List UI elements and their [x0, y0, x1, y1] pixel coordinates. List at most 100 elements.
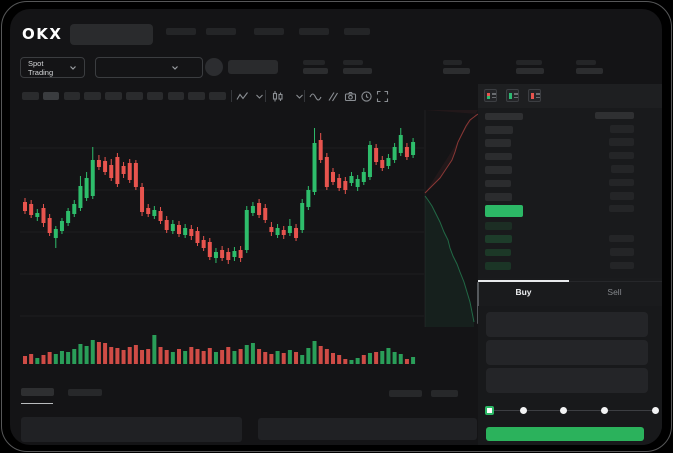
- timeframe-pill[interactable]: [63, 91, 81, 100]
- icon-glyph: [487, 92, 490, 99]
- price-field[interactable]: [485, 311, 648, 337]
- timeframe-pill[interactable]: [105, 91, 122, 100]
- bottom-link-bar[interactable]: [431, 390, 458, 397]
- ask-amount-bar: [609, 151, 634, 160]
- bid-amount-bar: [610, 248, 634, 256]
- chevron-down-icon[interactable]: [253, 90, 266, 103]
- nav-item-bar[interactable]: [166, 28, 196, 35]
- amount-slider-stop[interactable]: [651, 406, 659, 414]
- depth-chart[interactable]: [424, 110, 479, 327]
- timeframe-pill[interactable]: [84, 91, 101, 100]
- ask-amount-bar: [609, 204, 634, 212]
- timeframe-pill[interactable]: [167, 91, 185, 100]
- ask-price-bar[interactable]: [485, 193, 512, 201]
- bottom-panel-left: [21, 417, 242, 442]
- ask-amount-bar: [609, 178, 634, 187]
- ask-price-bar[interactable]: [485, 166, 512, 174]
- timeframe-pill[interactable]: [188, 91, 205, 100]
- orderbook-header-bar: [485, 112, 523, 120]
- toolbar-divider: [231, 90, 232, 102]
- candlestick-chart[interactable]: [10, 9, 662, 445]
- icon-glyph: [536, 93, 540, 95]
- amount-slider-stop[interactable]: [560, 406, 567, 414]
- timeframe-pill[interactable]: [22, 91, 39, 100]
- chevron-down-icon[interactable]: [293, 90, 306, 103]
- bid-price-bar[interactable]: [485, 262, 511, 270]
- time-sync-icon[interactable]: [360, 90, 373, 103]
- ask-amount-bar: [610, 125, 634, 133]
- icon-glyph: [509, 92, 512, 99]
- market-type-label: Spot Trading: [28, 58, 54, 77]
- ask-price-bar[interactable]: [485, 139, 511, 147]
- bid-amount-bar: [609, 234, 634, 243]
- candlestick-series: [23, 128, 416, 264]
- compare-icon[interactable]: [326, 90, 339, 103]
- camera-icon[interactable]: [344, 90, 357, 103]
- orderbook-combined-icon[interactable]: [484, 89, 497, 102]
- nav-item-bar[interactable]: [254, 28, 284, 35]
- icon-glyph: [531, 92, 534, 99]
- timeframe-pill[interactable]: [146, 91, 164, 100]
- depth-asks-line: [424, 113, 479, 194]
- ask-price-bar[interactable]: [485, 179, 511, 188]
- depth-bids-line: [424, 195, 475, 323]
- stat-value-bar: [303, 67, 328, 74]
- last-price-badge[interactable]: [484, 205, 523, 217]
- orderbook-header-bar: [595, 111, 634, 119]
- bottom-link-bar[interactable]: [389, 390, 422, 397]
- amount-slider-stop[interactable]: [519, 406, 527, 414]
- timeframe-pill[interactable]: [209, 91, 226, 100]
- pair-dropdown[interactable]: [95, 57, 203, 78]
- orderbook-buy-only-icon[interactable]: [506, 89, 519, 102]
- stat-value-bar: [343, 67, 372, 74]
- ask-amount-bar: [609, 138, 634, 146]
- volume-series: [23, 335, 416, 364]
- bottom-panel-right: [258, 418, 477, 440]
- nav-item-bar[interactable]: [206, 28, 236, 35]
- bid-price-bar[interactable]: [485, 248, 511, 257]
- bid-price-bar[interactable]: [485, 222, 512, 230]
- stat-value-bar: [576, 67, 603, 74]
- chart-gridlines: [20, 110, 426, 327]
- orderbook-sell-only-icon[interactable]: [528, 89, 541, 102]
- amount-slider-track[interactable]: [490, 409, 654, 411]
- fullscreen-icon[interactable]: [376, 90, 389, 103]
- market-type-dropdown[interactable]: Spot Trading: [20, 57, 85, 78]
- ask-price-bar[interactable]: [485, 126, 513, 134]
- indicator-wave-icon[interactable]: [309, 90, 322, 103]
- nav-item-bar[interactable]: [299, 28, 329, 35]
- icon-glyph: [492, 93, 496, 95]
- bottom-tab-bar[interactable]: [68, 389, 102, 396]
- nav-item-bar[interactable]: [344, 28, 370, 35]
- bottom-tab-bar[interactable]: [21, 388, 54, 396]
- icon-glyph: [514, 96, 518, 98]
- stat-label-bar: [303, 60, 325, 65]
- depth-asks-area: [425, 110, 478, 193]
- icon-glyph: [492, 96, 496, 98]
- timeframe-pill[interactable]: [42, 91, 60, 100]
- tab-buy[interactable]: Buy: [515, 287, 532, 297]
- amount-slider-stop[interactable]: [600, 406, 608, 414]
- okx-logo[interactable]: OKX: [22, 25, 63, 43]
- chevron-down-icon: [69, 65, 77, 71]
- coin-icon: [205, 58, 223, 76]
- line-style-icon[interactable]: [236, 90, 249, 103]
- nav-active-pill[interactable]: [70, 24, 153, 45]
- total-field[interactable]: [485, 367, 648, 393]
- ask-price-bar[interactable]: [485, 152, 512, 161]
- stat-label-bar: [516, 60, 542, 65]
- pair-name-placeholder: [228, 60, 278, 74]
- buy-submit-button[interactable]: [486, 426, 644, 441]
- bid-price-bar[interactable]: [485, 235, 512, 243]
- stat-value-bar: [443, 67, 470, 74]
- candle-type-icon[interactable]: [271, 90, 284, 103]
- toolbar-divider: [303, 90, 305, 102]
- bid-amount-bar: [610, 261, 634, 270]
- tab-sell[interactable]: Sell: [607, 287, 622, 297]
- timeframe-pill[interactable]: [126, 91, 143, 100]
- amount-slider-handle[interactable]: [485, 405, 494, 415]
- stat-value-bar: [516, 67, 544, 74]
- orderbook-scrollbar[interactable]: [477, 282, 479, 324]
- app-window: OKX Spot Trading: [10, 9, 662, 445]
- amount-field[interactable]: [485, 339, 648, 365]
